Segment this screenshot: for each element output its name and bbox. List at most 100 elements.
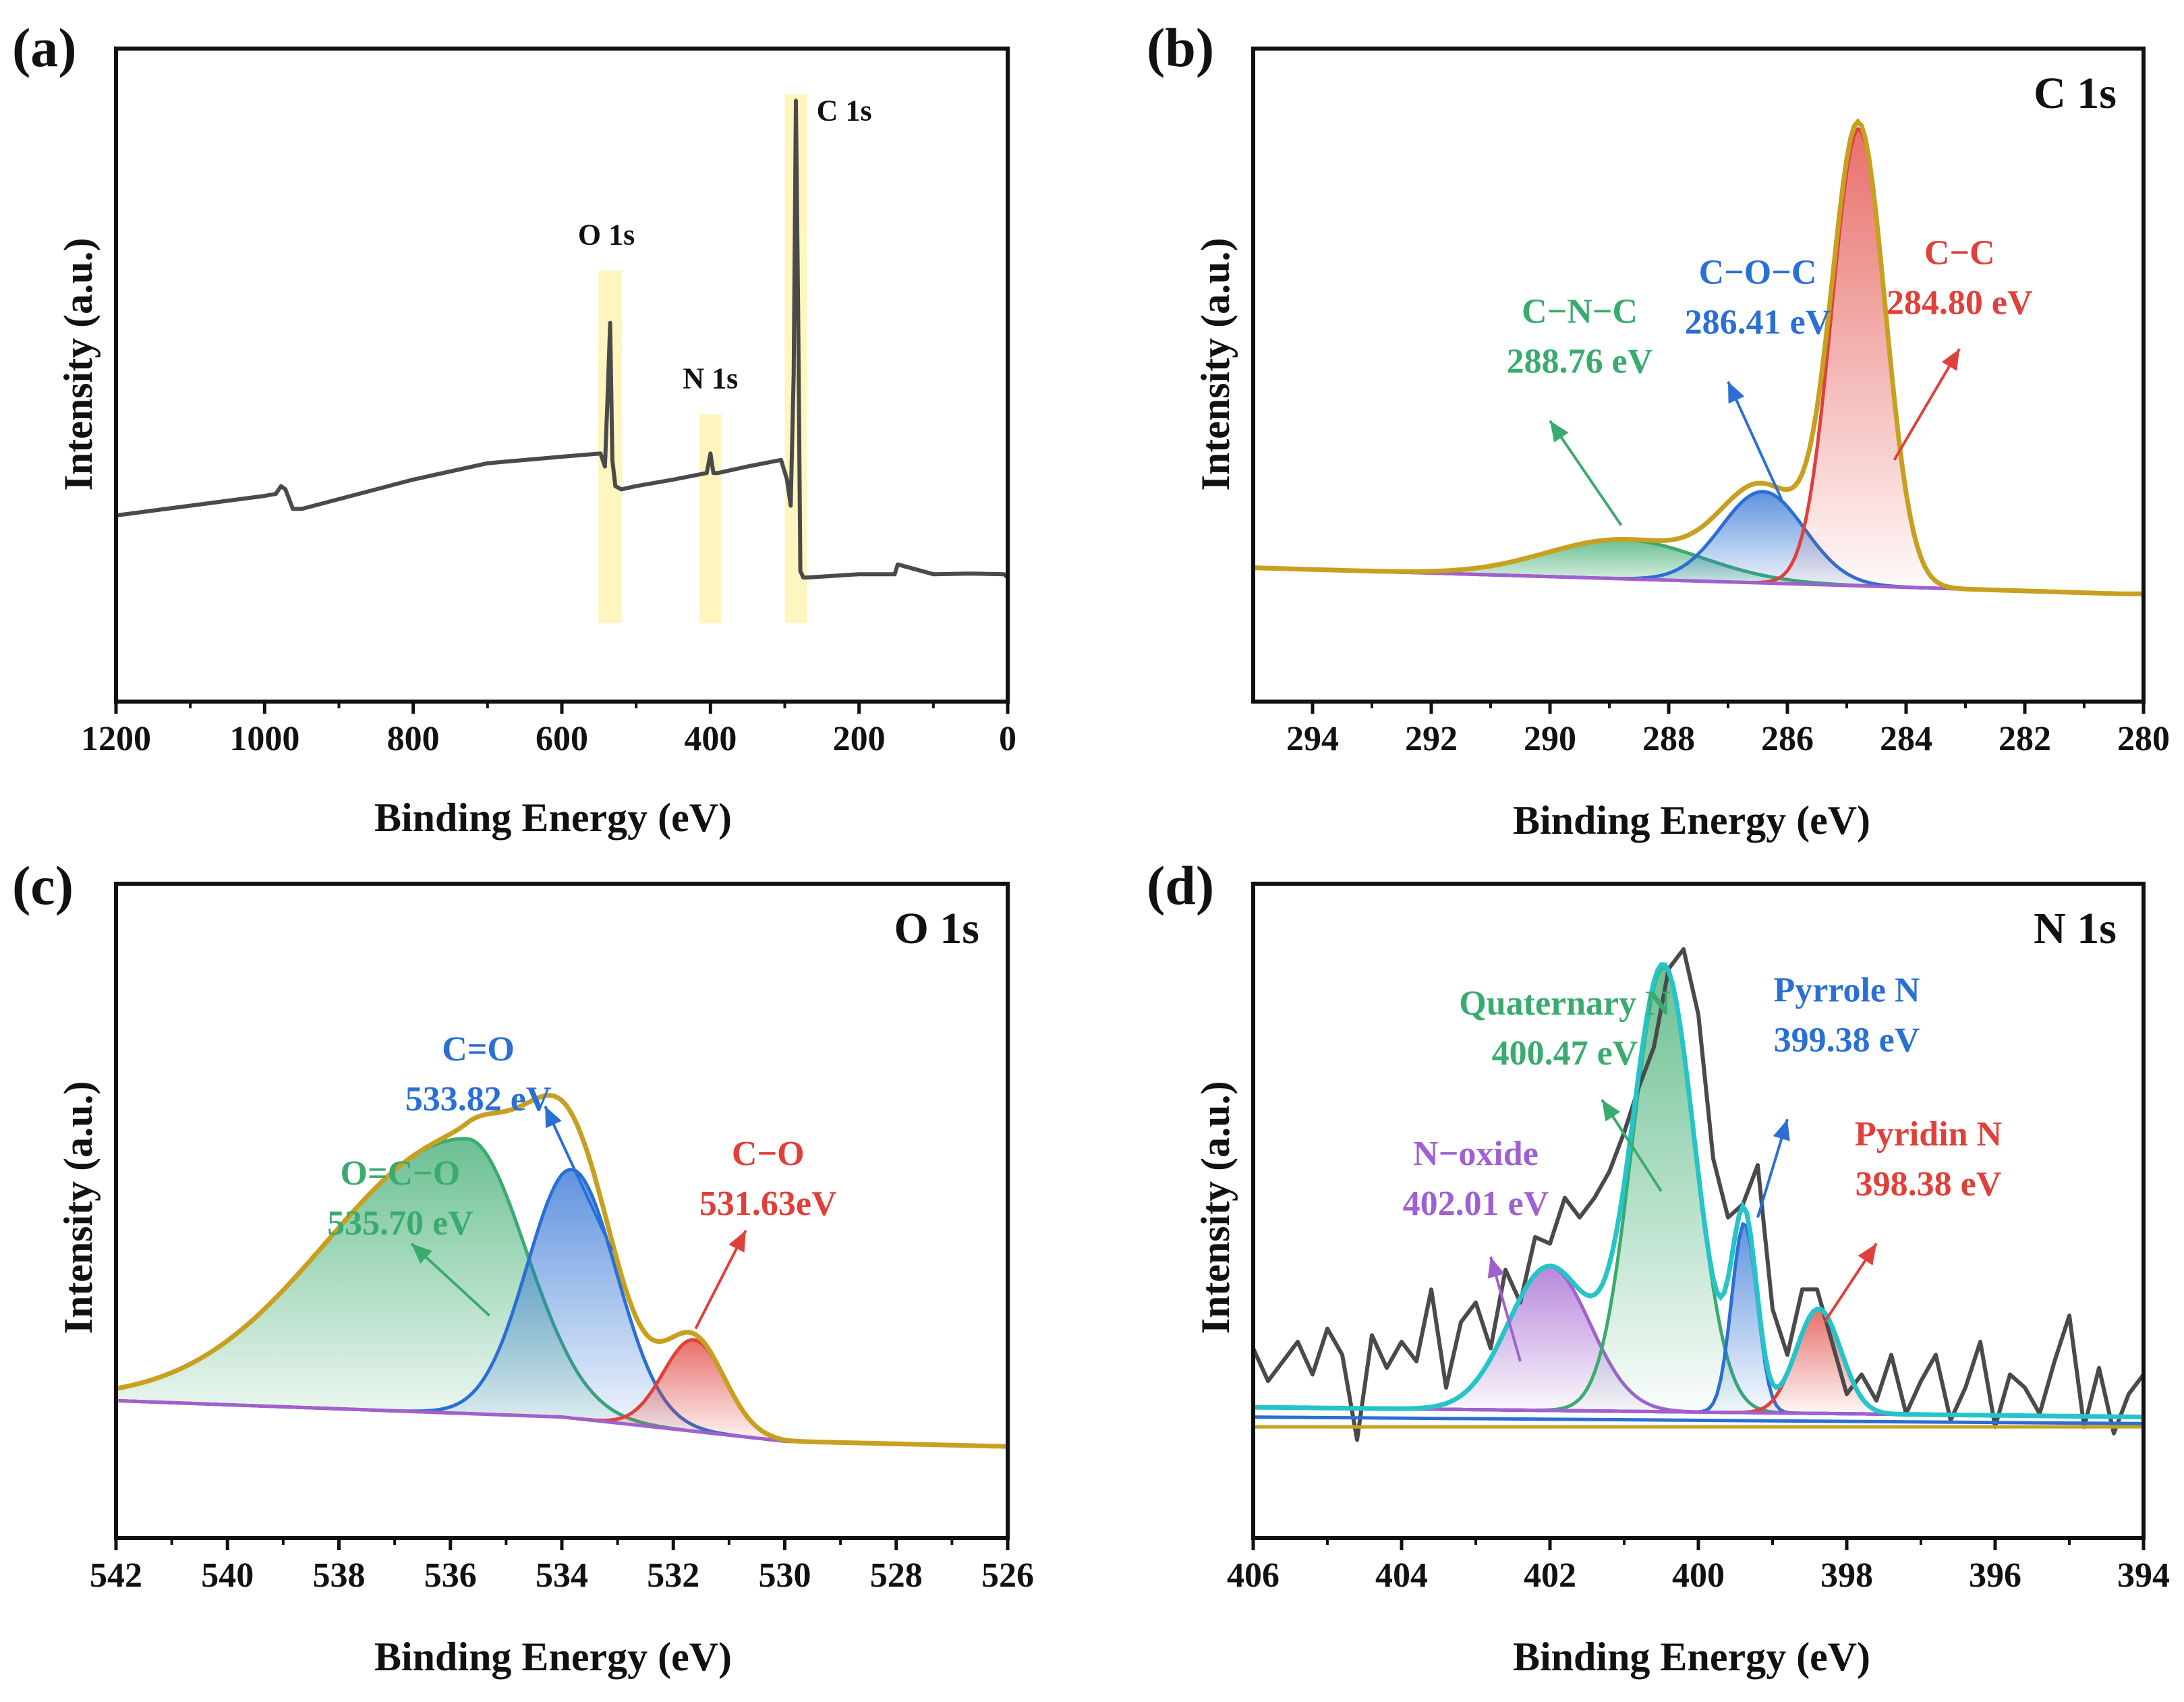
x-tick-label: 284: [1880, 720, 1932, 758]
series-envelope: [1253, 118, 2144, 596]
element-label-b: C 1s: [2034, 69, 2117, 118]
arrowhead-quaternary-n: [1602, 1100, 1621, 1122]
series-envelope: [115, 1093, 1008, 1449]
x-axis-label-b: Binding Energy (eV): [1513, 798, 1870, 843]
y-axis-label-a: Intensity (a.u.): [56, 237, 100, 490]
annotation-energy-c-o-c: 286.41 eV: [1685, 303, 1831, 341]
x-axis-label-d: Binding Energy (eV): [1513, 1635, 1870, 1679]
x-tick-label: 538: [313, 1556, 366, 1595]
arrow-c-n-c: [1549, 420, 1623, 526]
annotation-energy-pyridin-n: 398.38 eV: [1856, 1165, 2002, 1203]
x-tick-label: 536: [424, 1556, 477, 1595]
panel-a: (a) O 1s N 1s C 1s 1200 1000 800 600 400 200 0 In…: [12, 17, 1016, 840]
x-tick-label: 294: [1286, 720, 1339, 758]
arrow-c-o-c: [1727, 380, 1783, 500]
arrowhead-o-c-o: [411, 1243, 432, 1264]
annotation-energy-c-o: 531.63eV: [699, 1185, 837, 1223]
x-tick-label: 528: [870, 1556, 923, 1595]
arrowhead-c-n-c: [1550, 420, 1569, 443]
panel-label-a: (a): [12, 17, 77, 78]
plot-area-b: C−N−C 288.76 eV C−O−C 286.41 eV C−C 284.80 eV…: [1251, 47, 2170, 758]
element-label-d: N 1s: [2034, 904, 2117, 953]
annotation-name-quaternary-n: Quaternary N: [1459, 984, 1670, 1023]
peak-label-n-1s: N 1s: [683, 362, 738, 395]
arrow-c-o: [544, 1105, 614, 1251]
panel-label-b: (b): [1147, 17, 1214, 78]
x-tick-label: 400: [1672, 1556, 1725, 1595]
series-envelope: [1253, 962, 2144, 1420]
annotation-energy-c-o: 533.82 eV: [405, 1080, 552, 1118]
panel-b: (b) C 1s C−N−C 288.76 eV C−O−C 286.41 eV C−C…: [1147, 17, 2170, 843]
x-tick-label: 532: [647, 1556, 699, 1595]
annotation-energy-n-oxide: 402.01 eV: [1403, 1185, 1549, 1223]
x-tick-label: 1000: [229, 720, 299, 758]
peak-line-c-c: [1253, 126, 2144, 596]
x-tick-label: 530: [759, 1556, 811, 1595]
x-tick-label: 292: [1405, 720, 1458, 758]
plot-area-a: O 1s N 1s C 1s 1200 1000 800 600 400 200 0: [81, 47, 1016, 758]
annotation-name-n-oxide: N−oxide: [1413, 1135, 1539, 1173]
element-label-c: O 1s: [894, 904, 979, 953]
x-tick-label: 398: [1820, 1556, 1873, 1595]
x-tick-label: 400: [684, 720, 737, 758]
arrowhead-c-c: [1941, 349, 1960, 371]
x-tick-label: 1200: [81, 720, 151, 758]
annotation-name-c-c: C−C: [1924, 233, 1995, 272]
x-tick-label: 404: [1375, 1556, 1428, 1595]
panel-c: (c) O 1s O=C−O 535.70 eV C=O 533.82 eV C−O 53…: [12, 855, 1034, 1679]
x-axis-label-a: Binding Energy (eV): [374, 795, 732, 840]
annotation-energy-quaternary-n: 400.47 eV: [1492, 1034, 1638, 1073]
highlight-band-1: [699, 414, 722, 623]
peak-fill-c-o-c: [1253, 491, 2144, 594]
x-tick-label: 600: [536, 720, 588, 758]
plot-area-c: O=C−O 535.70 eV C=O 533.82 eV C−O 531.63eV 542…: [90, 882, 1034, 1595]
x-axis-label-c: Binding Energy (eV): [374, 1635, 732, 1679]
x-tick-label: 402: [1524, 1556, 1576, 1595]
panel-d: (d) N 1s N−oxide 402.01 eV Quaternary N 400…: [1147, 855, 2170, 1679]
arrowhead-c-o: [545, 1106, 562, 1129]
x-tick-label: 526: [981, 1556, 1034, 1595]
peak-fill-o-c-o: [116, 1138, 1008, 1447]
x-tick-label: 286: [1761, 720, 1814, 758]
annotation-name-c-o: C−O: [732, 1135, 805, 1173]
x-tick-label: 396: [1969, 1556, 2021, 1595]
annotation-name-c-o: C=O: [442, 1030, 515, 1069]
y-axis-label-c: Intensity (a.u.): [56, 1081, 100, 1334]
annotation-energy-o-c-o: 535.70 eV: [327, 1204, 473, 1243]
arrowhead-n-oxide: [1487, 1256, 1505, 1279]
x-tick-label: 542: [90, 1556, 142, 1595]
peak-label-o-1s: O 1s: [578, 218, 635, 251]
x-tick-label: 540: [201, 1556, 254, 1595]
x-tick-label: 280: [2117, 720, 2170, 758]
arrow-c-c: [1893, 348, 1961, 461]
y-axis-label-d: Intensity (a.u.): [1193, 1081, 1238, 1334]
x-tick-label: 282: [1999, 720, 2051, 758]
series-survey: [115, 98, 1009, 580]
annotation-name-pyrrole-n: Pyrrole N: [1773, 971, 1920, 1010]
annotation-name-o-c-o: O=C−O: [341, 1154, 461, 1193]
x-tick-label: 200: [833, 720, 886, 758]
peak-fill-c-c: [1253, 129, 2144, 594]
annotation-name-c-n-c: C−N−C: [1522, 293, 1638, 331]
arrowhead-pyridin-n: [1858, 1243, 1876, 1266]
annotation-energy-c-c: 284.80 eV: [1887, 283, 2033, 322]
x-tick-label: 800: [387, 720, 440, 758]
axes-frame-a: [114, 47, 1010, 704]
x-tick-label: 394: [2117, 1556, 2170, 1595]
peak-label-c-1s: C 1s: [817, 94, 872, 127]
arrowhead-c-o: [728, 1230, 746, 1253]
axes-frame-b: [1251, 47, 2146, 704]
annotation-name-c-o-c: C−O−C: [1699, 253, 1817, 291]
panel-label-d: (d): [1147, 855, 1214, 916]
x-tick-label: 534: [536, 1556, 588, 1595]
x-tick-label: 290: [1524, 720, 1576, 758]
annotation-energy-pyrrole-n: 399.38 eV: [1774, 1021, 1920, 1060]
x-tick-label: 0: [999, 720, 1016, 758]
plot-area-d: N−oxide 402.01 eV Quaternary N 400.47 eV Pyr…: [1227, 882, 2170, 1595]
arrowhead-c-o-c: [1728, 381, 1745, 404]
annotation-name-pyridin-n: Pyridin N: [1855, 1115, 2002, 1154]
y-axis-label-b: Intensity (a.u.): [1193, 237, 1238, 490]
series-background-2: [1253, 1415, 2144, 1425]
panel-label-c: (c): [12, 855, 74, 916]
